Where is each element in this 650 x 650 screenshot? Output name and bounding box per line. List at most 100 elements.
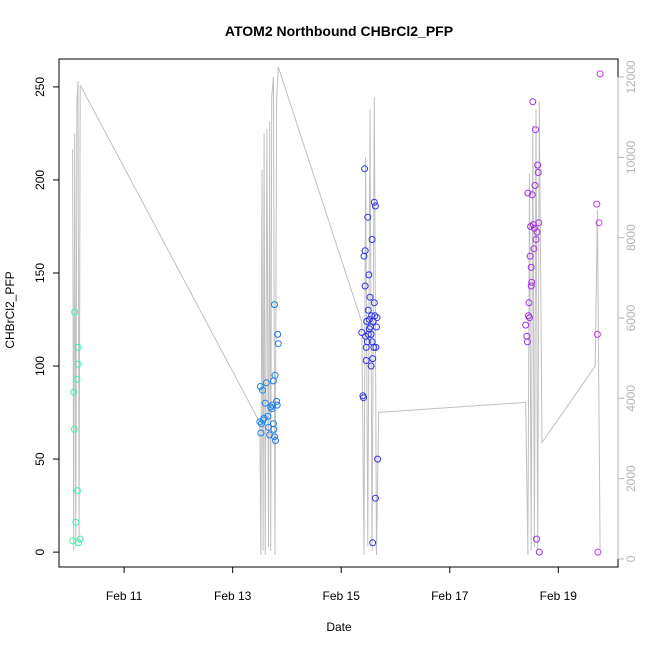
data-point-73 [365,325,373,333]
data-point-96 [533,228,541,236]
data-point-34 [273,401,281,409]
y-tick-label-1: 50 [33,452,47,466]
data-point-17 [257,429,265,437]
data-point-22 [266,431,274,439]
data-point-50 [365,271,373,279]
data-point-69 [374,455,382,463]
data-point-55 [367,362,375,370]
data-point-75 [522,321,530,329]
data-point-18 [262,379,270,387]
data-point-6 [74,343,82,351]
y-axis-label: CHBrCl2_PFP [3,271,17,348]
data-point-88 [529,98,537,106]
data-point-9 [75,539,82,547]
data-point-68 [373,314,381,322]
data-point-48 [364,213,372,221]
data-point-95 [533,535,541,543]
data-point-104 [595,219,603,227]
series-line-right-axis [72,66,601,556]
data-point-19 [261,399,269,407]
data-point-42 [361,247,369,255]
data-point-52 [366,293,374,301]
data-point-67 [373,323,380,331]
data-point-45 [362,357,370,364]
data-point-12 [259,386,266,394]
data-point-81 [526,314,533,322]
data-point-87 [528,191,536,199]
data-point-90 [530,245,538,253]
data-point-98 [534,169,542,176]
data-point-77 [523,338,531,346]
data-point-58 [369,355,377,363]
data-point-64 [371,202,379,210]
x-tick-label-2: Feb 15 [323,589,361,603]
data-point-0 [71,308,79,316]
data-point-94 [532,236,540,243]
data-point-99 [535,219,543,227]
data-point-24 [268,405,276,413]
data-point-10 [76,535,84,543]
data-point-2 [70,425,78,433]
data-point-70 [369,539,377,547]
data-point-7 [74,360,82,368]
data-point-39 [360,394,367,402]
data-point-100 [535,548,543,556]
y2-tick-label-4: 8000 [624,224,638,251]
x-tick-label-0: Feb 11 [106,589,143,603]
data-point-101 [593,200,601,208]
data-point-49 [364,306,372,314]
data-point-102 [593,330,601,338]
data-point-41 [361,165,369,173]
data-point-14 [257,420,265,428]
y-tick-label-2: 100 [33,356,47,376]
data-point-105 [596,70,604,78]
data-point-33 [273,397,281,405]
y2-tick-label-3: 6000 [624,304,638,331]
data-point-25 [268,401,276,409]
data-point-30 [272,437,279,444]
y2-tick-label-2: 4000 [624,385,638,412]
data-point-66 [372,343,380,351]
data-point-3 [69,537,77,545]
data-point-4 [72,518,80,526]
y-tick-label-5: 250 [33,77,47,97]
data-point-51 [365,316,373,323]
data-point-5 [73,375,81,383]
data-point-8 [74,487,81,495]
data-point-20 [264,412,272,420]
y-tick-label-4: 200 [33,170,47,190]
data-point-78 [524,189,532,197]
x-tick-label-3: Feb 17 [431,589,469,603]
data-point-72 [362,343,370,351]
data-point-80 [525,299,533,307]
data-point-85 [527,282,535,290]
data-point-43 [361,282,369,290]
y-tick-label-3: 150 [33,263,47,283]
data-point-16 [260,414,268,422]
y2-tick-label-5: 10000 [624,140,638,174]
data-point-1 [70,388,78,396]
x-tick-label-1: Feb 13 [214,589,252,603]
data-point-32 [270,425,278,433]
data-point-61 [370,198,378,206]
data-point-103 [594,548,602,556]
data-point-11 [256,383,264,390]
data-point-82 [526,252,534,260]
data-point-63 [371,312,379,320]
data-point-97 [534,161,542,169]
data-point-36 [274,340,282,348]
data-point-27 [271,301,278,309]
x-tick-label-4: Feb 19 [540,589,578,603]
data-point-35 [274,330,282,338]
data-point-37 [358,329,366,336]
data-point-65 [371,494,379,502]
data-point-93 [532,126,539,134]
data-point-84 [527,263,535,271]
data-point-62 [370,299,378,307]
y2-tick-label-0: 0 [624,555,638,562]
x-axis-label: Date [326,620,352,634]
y2-tick-label-1: 2000 [624,465,638,492]
data-point-29 [271,371,279,379]
y2-tick-label-6: 12000 [624,60,638,94]
